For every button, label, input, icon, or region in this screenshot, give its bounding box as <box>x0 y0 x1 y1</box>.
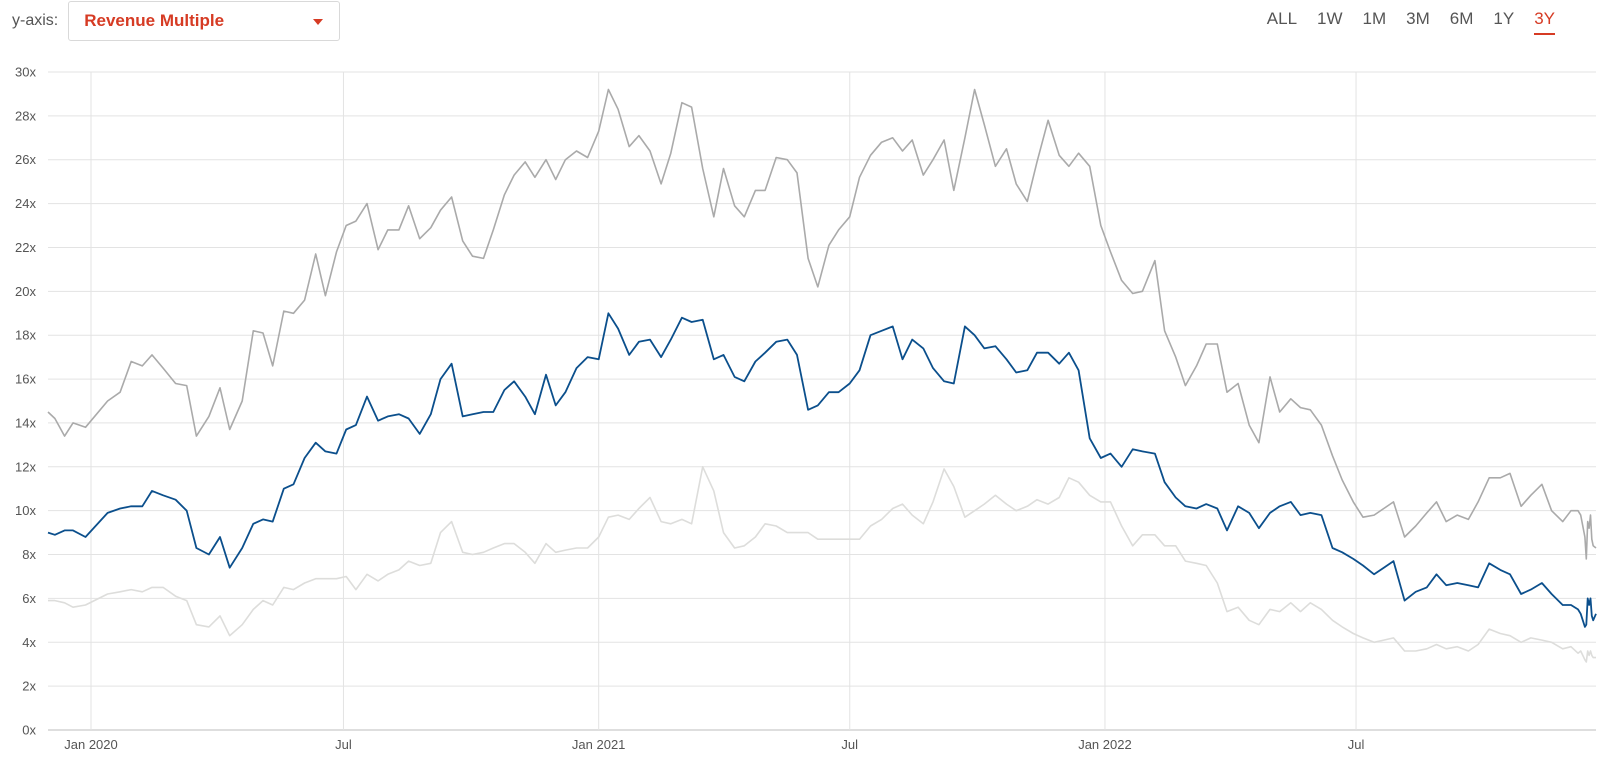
x-tick-label: Jan 2021 <box>572 737 626 752</box>
y-tick-label: 18x <box>15 328 36 343</box>
x-tick-label: Jul <box>1348 737 1365 752</box>
metric-dropdown[interactable]: Revenue Multiple <box>68 1 341 41</box>
x-tick-label: Jan 2022 <box>1078 737 1132 752</box>
y-tick-label: 12x <box>15 459 36 474</box>
range-button-all[interactable]: ALL <box>1266 9 1298 28</box>
series-line-2 <box>47 312 1597 628</box>
y-tick-label: 14x <box>15 415 36 430</box>
y-tick-label: 20x <box>15 284 36 299</box>
yaxis-control: y-axis: Revenue Multiple <box>12 0 341 42</box>
x-tick-label: Jul <box>335 737 352 752</box>
range-button-6m[interactable]: 6M <box>1449 9 1474 28</box>
y-tick-label: 8x <box>22 547 36 562</box>
y-tick-label: 16x <box>15 372 36 387</box>
range-button-1m[interactable]: 1M <box>1362 9 1387 28</box>
y-tick-label: 10x <box>15 503 36 518</box>
range-button-3y[interactable]: 3Y <box>1534 8 1555 35</box>
x-tick-label: Jul <box>841 737 858 752</box>
range-selector: ALL 1W 1M 3M 6M 1Y 3Y <box>1247 8 1555 35</box>
metric-dropdown-value: Revenue Multiple <box>84 11 225 30</box>
y-tick-label: 4x <box>22 635 36 650</box>
range-button-1y[interactable]: 1Y <box>1493 9 1515 28</box>
yaxis-label: y-axis: <box>12 12 59 29</box>
series-line-1 <box>47 88 1597 560</box>
series-line-3 <box>48 466 1596 663</box>
range-button-1w[interactable]: 1W <box>1317 9 1343 28</box>
x-tick-label: Jan 2020 <box>64 737 118 752</box>
caret-down-icon <box>313 19 324 25</box>
y-tick-label: 28x <box>15 108 36 123</box>
range-button-3m[interactable]: 3M <box>1406 9 1430 28</box>
y-tick-label: 6x <box>22 591 36 606</box>
y-tick-label: 26x <box>15 152 36 167</box>
y-tick-label: 0x <box>22 723 36 738</box>
y-tick-label: 30x <box>15 65 36 80</box>
y-tick-label: 22x <box>15 240 36 255</box>
y-tick-label: 2x <box>22 679 36 694</box>
y-tick-label: 24x <box>15 196 36 211</box>
